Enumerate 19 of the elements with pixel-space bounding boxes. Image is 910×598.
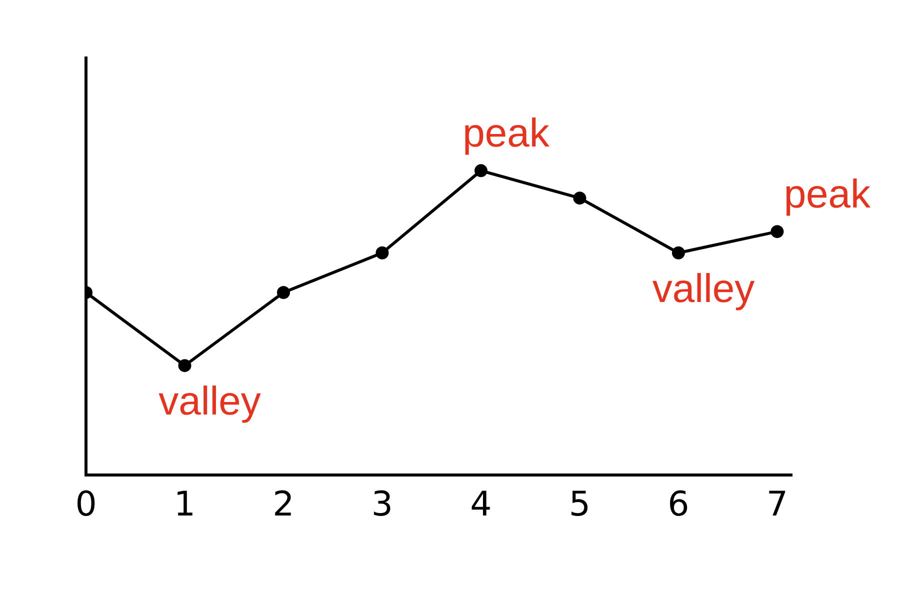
point [376, 246, 389, 260]
x-tick-label: 5 [568, 484, 591, 524]
annotation: valley [652, 266, 755, 311]
point [276, 286, 290, 299]
annotation: valley [158, 380, 261, 424]
point [573, 192, 586, 205]
x-tick-label: 6 [668, 484, 690, 524]
point [178, 359, 192, 372]
x-tick-label: 0 [75, 484, 97, 524]
point [474, 164, 488, 178]
x-tick-label: 7 [766, 484, 788, 524]
annotation: peak [784, 172, 872, 217]
point [770, 225, 784, 238]
annotation: peak [462, 112, 550, 156]
x-tick-label: 2 [272, 484, 294, 524]
point [672, 246, 685, 260]
x-tick-label: 1 [174, 484, 196, 524]
x-tick-label: 3 [371, 484, 394, 524]
x-tick-label: 4 [470, 484, 492, 524]
